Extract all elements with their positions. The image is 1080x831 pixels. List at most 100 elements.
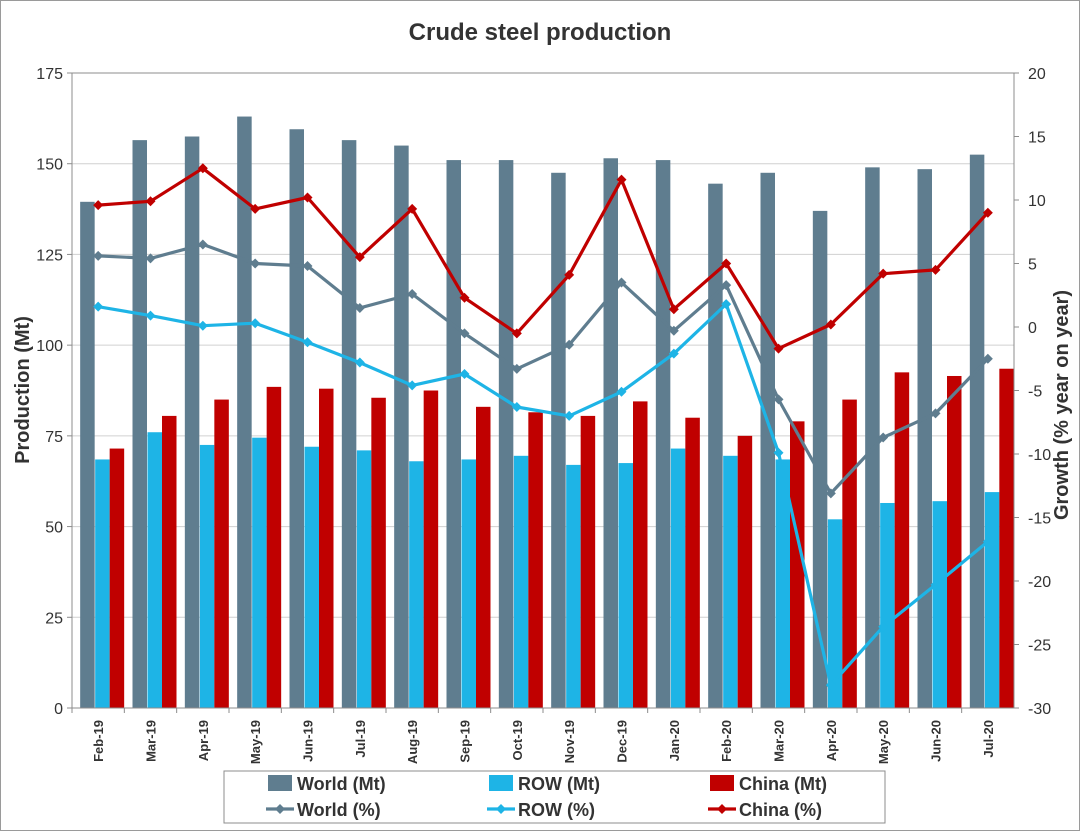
- legend-swatch-marker: [275, 804, 285, 814]
- bar-world-mt: [917, 169, 932, 708]
- bar-world-mt: [708, 183, 723, 708]
- bar-china-mt: [528, 412, 543, 708]
- point-row-pct: [668, 348, 679, 359]
- point-world-pct: [302, 261, 313, 272]
- right-axis-tick-label: -10: [1028, 447, 1051, 464]
- point-china-pct: [145, 196, 156, 207]
- x-axis-tick-label: Apr-19: [196, 720, 211, 761]
- point-china-pct: [878, 268, 889, 279]
- legend: World (Mt) ROW (Mt) China (Mt) World (%) ROW…: [223, 770, 886, 824]
- bar-world-mt: [760, 172, 775, 709]
- point-row-pct: [982, 536, 993, 547]
- legend-swatch-bar: [489, 775, 513, 791]
- bar-china-mt: [423, 390, 439, 708]
- point-world-pct: [773, 394, 784, 405]
- x-axis-tick-label: May-20: [876, 720, 891, 764]
- legend-swatch-marker: [717, 804, 727, 814]
- point-china-pct: [825, 319, 836, 330]
- bar-china-mt: [947, 375, 962, 708]
- bar-row-mt: [723, 455, 738, 708]
- bar-row-mt: [95, 459, 110, 708]
- bar-china-mt: [790, 421, 805, 708]
- x-axis-tick-label: Jun-19: [301, 720, 316, 762]
- x-axis-tick-label: Sep-19: [458, 720, 473, 763]
- right-axis-tick-label: -5: [1028, 384, 1042, 401]
- legend-swatch-marker: [496, 804, 506, 814]
- bar-row-mt: [618, 463, 633, 708]
- bar-world-mt: [812, 210, 828, 708]
- right-axis-tick-label: 5: [1028, 257, 1037, 274]
- y2-axis-label: Growth (% year on year): [1051, 290, 1073, 520]
- bar-china-mt: [633, 401, 648, 708]
- point-row-pct: [145, 310, 156, 321]
- bar-row-mt: [252, 437, 267, 708]
- bar-row-mt: [304, 446, 319, 708]
- bar-series: [80, 116, 1014, 709]
- point-china-pct: [407, 203, 418, 214]
- point-row-pct: [721, 299, 732, 310]
- point-row-pct: [459, 368, 470, 379]
- point-china-pct: [930, 264, 941, 275]
- x-axis-tick-label: Dec-19: [615, 720, 630, 763]
- point-row-pct: [564, 410, 575, 421]
- right-axis-tick-label: -20: [1028, 574, 1051, 591]
- chart-title: Crude steel production: [409, 19, 672, 46]
- legend-label: China (%): [739, 800, 822, 820]
- bar-world-mt: [603, 158, 618, 708]
- bar-row-mt: [513, 455, 529, 708]
- x-axis-tick-label: Apr-20: [824, 720, 839, 761]
- line-series: [93, 163, 993, 691]
- bar-row-mt: [199, 444, 215, 708]
- bar-row-mt: [827, 519, 843, 708]
- point-china-pct: [982, 207, 993, 218]
- left-axis-tick-label: 125: [36, 247, 63, 264]
- bar-row-mt: [775, 459, 790, 708]
- bar-world-mt: [80, 201, 95, 709]
- bar-row-mt: [147, 432, 162, 708]
- point-row-pct: [302, 337, 313, 348]
- x-axis-tick-label: May-19: [248, 720, 263, 764]
- point-world-pct: [616, 277, 627, 288]
- y-axis-label: Production (Mt): [12, 316, 34, 464]
- legend-swatch-bar: [710, 775, 734, 791]
- left-axis-tick-label: 50: [45, 520, 63, 537]
- right-axis-tick-label: -15: [1028, 511, 1051, 528]
- bar-world-mt: [394, 145, 409, 709]
- point-world-pct: [93, 250, 104, 261]
- bar-china-mt: [737, 435, 753, 708]
- bar-world-mt: [969, 154, 985, 709]
- bar-row-mt: [409, 461, 424, 708]
- x-axis: Feb-19 Mar-19 Apr-19 May-19 Jun-19 Jul-19 Aug-…: [71, 708, 996, 764]
- bar-row-mt: [461, 459, 476, 708]
- right-axis-tick-label: 15: [1028, 130, 1046, 147]
- legend-label: World (Mt): [297, 774, 386, 794]
- x-axis-tick-label: Oct-19: [510, 720, 525, 760]
- right-axis-tick-label: -30: [1028, 701, 1051, 718]
- bar-china-mt: [266, 386, 282, 708]
- point-row-pct: [616, 386, 627, 397]
- point-china-pct: [250, 203, 261, 214]
- left-axis: 0 25 50 75 100 125 150 175: [36, 66, 72, 718]
- point-row-pct: [511, 402, 522, 413]
- bar-world-mt: [551, 172, 566, 709]
- bar-china-mt: [319, 388, 334, 708]
- point-row-pct: [930, 579, 941, 590]
- bar-china-mt: [842, 399, 857, 708]
- bar-row-mt: [566, 464, 581, 708]
- point-china-pct: [773, 343, 784, 354]
- point-world-pct: [982, 353, 993, 364]
- legend-label: ROW (%): [518, 800, 595, 820]
- left-axis-tick-label: 75: [45, 429, 63, 446]
- point-world-pct: [511, 363, 522, 374]
- x-axis-tick-label: Nov-19: [562, 720, 577, 763]
- legend-label: World (%): [297, 800, 381, 820]
- bar-world-mt: [132, 140, 147, 709]
- point-china-pct: [354, 252, 365, 263]
- point-row-pct: [93, 301, 104, 312]
- point-china-pct: [721, 258, 732, 269]
- point-row-pct: [773, 447, 784, 458]
- point-china-pct: [616, 174, 627, 185]
- point-china-pct: [459, 292, 470, 303]
- x-axis-tick-label: Mar-19: [144, 720, 159, 762]
